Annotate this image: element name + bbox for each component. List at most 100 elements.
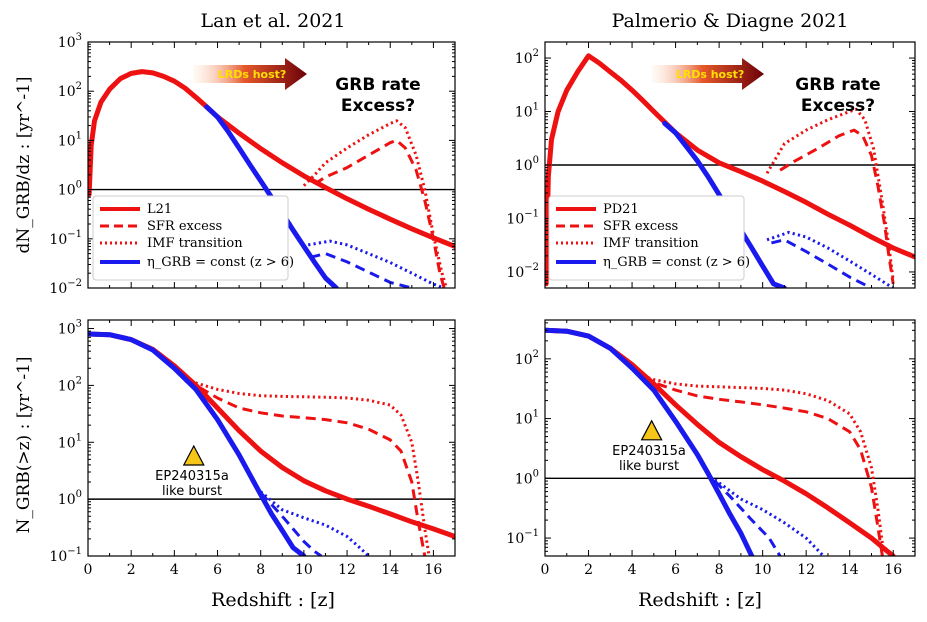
y-tick-label: 102 xyxy=(58,375,82,394)
x-tick-label: 10 xyxy=(754,562,772,578)
xlabel-left: Redshift : [z] xyxy=(211,589,335,611)
series-sfr-excess-cumulative xyxy=(642,375,884,556)
lrd-arrow xyxy=(652,58,764,90)
series--grb-const-cumulative xyxy=(88,331,307,556)
legend-entry: L21 xyxy=(147,202,172,217)
y-tick-label: 10−1 xyxy=(49,546,82,565)
y-tick-label: 100 xyxy=(515,155,539,174)
y-tick-label: 100 xyxy=(515,468,539,487)
legend-entry: IMF transition xyxy=(147,236,243,251)
ep240315a-marker xyxy=(640,419,663,441)
y-tick-label: 103 xyxy=(58,319,82,338)
legend-entry: IMF transition xyxy=(603,236,699,251)
panel-bottom-right: 0 2 4 6 8 10 12 14 16 10−1 100 101 102 xyxy=(506,319,916,578)
annotation-top-right: LRDs host? GRB rate Excess? xyxy=(652,58,881,116)
y-tick-label: 103 xyxy=(58,32,82,51)
legend-entry: SFR excess xyxy=(147,219,222,234)
y-tick-label: 101 xyxy=(515,409,539,428)
series-imf-transition-cumulative xyxy=(184,378,431,556)
x-tick-label: 8 xyxy=(256,562,265,578)
y-tick-label: 102 xyxy=(515,48,539,67)
legend-entry: η_GRB = const (z > 6) xyxy=(147,255,294,270)
x-tick-label: 8 xyxy=(715,562,724,578)
lrd-arrow xyxy=(193,58,307,90)
x-tick-label: 0 xyxy=(541,562,550,578)
axes-frame xyxy=(87,41,456,289)
series-pd21 xyxy=(545,53,915,287)
series-imf-transition xyxy=(302,119,448,288)
x-tick-label: 14 xyxy=(381,562,399,578)
y-tick-label: 100 xyxy=(58,180,82,199)
panel-tr-title: Palmerio & Diagne 2021 xyxy=(612,10,849,32)
legend-entry: SFR excess xyxy=(603,219,678,234)
x-tick-label: 14 xyxy=(841,562,859,578)
series-imf-transition xyxy=(765,107,895,281)
x-tick-label: 4 xyxy=(170,562,179,578)
lrd-arrow-label: LRDs host? xyxy=(676,68,745,81)
excess-label: Excess? xyxy=(341,96,415,116)
burst-label-line2: like burst xyxy=(619,459,679,474)
series-blue-dashed-cumulative xyxy=(713,480,782,556)
y-tick-label: 10−1 xyxy=(506,208,539,227)
x-tick-label: 12 xyxy=(338,562,356,578)
series-imf-transition-cumulative xyxy=(642,374,884,545)
axes-frame xyxy=(87,319,456,557)
legend-box xyxy=(548,195,745,281)
y-tick-label: 10−1 xyxy=(49,229,82,248)
y-tick-label: 10−2 xyxy=(506,262,539,281)
ep240315a-marker xyxy=(182,444,205,466)
annotation-top-left: LRDs host? GRB rate Excess? xyxy=(193,58,421,116)
y-tick-label: 101 xyxy=(58,130,82,149)
y-tick-label: 10−2 xyxy=(49,278,82,297)
series-blue-dotted-cumulative xyxy=(713,478,825,556)
panel-bottom-left: 0 2 4 6 8 10 12 14 16 10−1 100 101 102 103 xyxy=(49,319,456,578)
series-sfr-excess-cumulative xyxy=(184,379,427,556)
y-tick-label: 102 xyxy=(515,349,539,368)
burst-label-line1: EP240315a xyxy=(155,469,229,484)
legend-entry: PD21 xyxy=(603,202,639,217)
panel-tl-title: Lan et al. 2021 xyxy=(201,10,346,32)
panel-top-left: 10−2 10−1 100 101 102 103 xyxy=(49,32,456,297)
x-tick-label: 2 xyxy=(584,562,593,578)
series-blue-dashed-cumulative xyxy=(259,491,323,556)
series-blue-dotted xyxy=(766,230,895,288)
x-tick-label: 6 xyxy=(213,562,222,578)
series-pd21-cumulative xyxy=(545,327,896,556)
x-tick-label: 2 xyxy=(127,562,136,578)
series-l21 xyxy=(88,69,455,249)
y-tick-label: 101 xyxy=(515,102,539,121)
series-sfr-excess xyxy=(313,138,446,288)
y-tick-label: 101 xyxy=(58,432,82,451)
axes-frame xyxy=(544,319,916,557)
y-tick-label: 102 xyxy=(58,81,82,100)
burst-label-line1: EP240315a xyxy=(612,444,686,459)
burst-label-line2: like burst xyxy=(162,484,222,499)
x-tick-label: 10 xyxy=(295,562,313,578)
lrd-arrow-label: LRDs host? xyxy=(218,68,287,81)
x-tick-label: 6 xyxy=(671,562,680,578)
y-tick-label: 100 xyxy=(58,489,82,508)
series-sfr-excess xyxy=(779,128,895,285)
x-tick-label: 12 xyxy=(797,562,815,578)
grb-rate-label: GRB rate xyxy=(335,75,420,95)
x-tick-label: 16 xyxy=(424,562,442,578)
series-blue-dotted xyxy=(307,239,445,288)
series--grb-const-cumulative xyxy=(545,327,755,556)
x-tick-label: 4 xyxy=(628,562,637,578)
series-blue-dashed xyxy=(771,238,873,288)
panel-top-right: 10−2 10−1 100 101 102 xyxy=(506,41,916,289)
legend-top-left: L21 SFR excess IMF transition η_GRB = co… xyxy=(92,195,294,281)
legend-top-right: PD21 SFR excess IMF transition η_GRB = c… xyxy=(548,195,750,281)
xlabel-right: Redshift : [z] xyxy=(638,589,762,611)
ylabel-bottom: N_GRB(>z) : [yr^-1] xyxy=(14,356,34,533)
y-tick-label: 10−1 xyxy=(506,528,539,547)
excess-label: Excess? xyxy=(801,96,875,116)
legend-box xyxy=(92,195,289,281)
series-blue-dashed xyxy=(310,252,413,288)
grb-rate-label: GRB rate xyxy=(795,75,880,95)
ylabel-top: dN_GRB/dz : [yr^-1] xyxy=(14,76,34,253)
legend-entry: η_GRB = const (z > 6) xyxy=(603,255,750,270)
x-tick-label: 16 xyxy=(884,562,902,578)
x-tick-label: 0 xyxy=(84,562,93,578)
